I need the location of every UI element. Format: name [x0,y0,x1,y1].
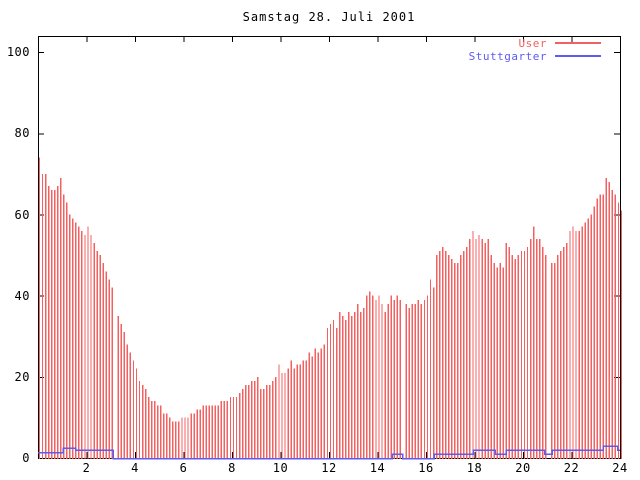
stuttgarter-series-line [38,445,620,460]
x-tick-label: 10 [272,461,289,475]
x-tick-label: 2 [82,461,91,475]
y-tick-label: 60 [14,207,30,222]
y-tick-label: 40 [14,288,30,303]
x-tick-label: 24 [612,461,628,475]
legend-entry-stuttgarter: Stuttgarter [469,50,601,62]
legend-stuttgarter-label: Stuttgarter [468,49,547,63]
x-tick-label: 8 [228,461,236,475]
y-tick-label: 80 [14,126,30,141]
x-tick-label: 22 [563,461,580,475]
x-tick-label: 6 [179,461,188,475]
y-tick-label: 20 [14,369,30,384]
x-tick-label: 12 [321,461,337,475]
y-tick-label: 0 [22,451,30,465]
x-tick-label: 4 [131,461,139,475]
legend-user-label: User [518,36,547,50]
x-tick-label: 16 [418,461,434,475]
user-series-bars [38,157,623,459]
x-tick-label: 14 [369,461,386,475]
x-tick-label: 18 [466,461,483,475]
x-tick-label: 20 [515,461,531,475]
legend-stuttgarter-line-sample [555,55,601,57]
legend-user-line-sample [555,42,601,44]
y-tick-label: 100 [6,45,30,60]
chart-title: Samstag 28. Juli 2001 [242,10,416,24]
legend-entry-user: User [518,36,601,50]
